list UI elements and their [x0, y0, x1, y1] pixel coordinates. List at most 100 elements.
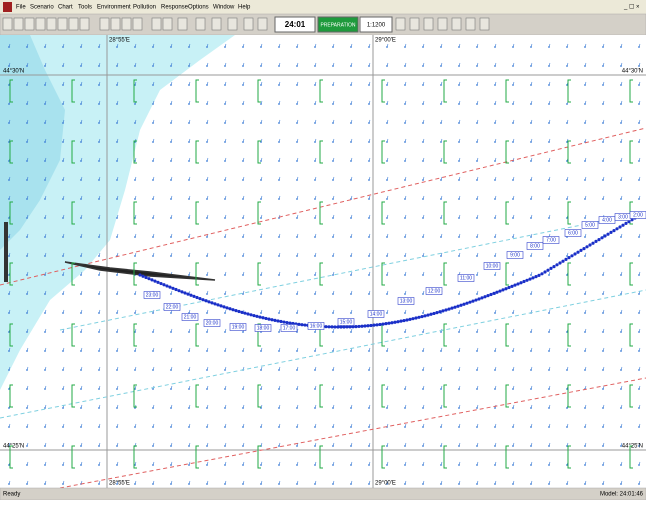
tool-button[interactable] — [24, 17, 35, 31]
current-vector — [133, 323, 137, 347]
tool-button[interactable] — [46, 17, 57, 31]
track-point — [489, 292, 493, 297]
track-point — [297, 322, 301, 326]
track-point — [213, 302, 217, 306]
tool-button[interactable] — [132, 17, 143, 31]
scale: 1:1200 — [367, 23, 386, 29]
tool-button[interactable] — [79, 17, 90, 31]
current-vector — [257, 323, 261, 347]
track-point — [465, 301, 469, 305]
tool-button[interactable] — [35, 17, 46, 31]
track-point — [447, 307, 451, 311]
tool-button[interactable] — [479, 17, 490, 31]
current-vector — [505, 79, 509, 103]
track-label: 14:00 — [370, 311, 383, 317]
route-line — [59, 377, 646, 489]
menu-item[interactable]: Options — [188, 5, 209, 11]
tool-button[interactable] — [409, 17, 420, 31]
track-point — [624, 221, 628, 225]
lon-label: 29°00'E — [375, 38, 396, 44]
tool-button[interactable] — [121, 17, 132, 31]
track-label: 7:00 — [546, 237, 556, 243]
current-vector — [195, 384, 199, 408]
track-point — [276, 319, 280, 323]
tool-button[interactable] — [177, 17, 188, 31]
menu-item[interactable]: Window — [213, 5, 235, 11]
tool-button[interactable] — [195, 17, 206, 31]
route-line — [0, 127, 646, 286]
tool-button[interactable] — [437, 17, 448, 31]
tool-button[interactable] — [395, 17, 406, 31]
tool-button[interactable] — [451, 17, 462, 31]
track-point — [564, 257, 568, 261]
menu-item[interactable]: Help — [238, 5, 251, 11]
track-label-box — [425, 287, 443, 295]
track-point — [342, 325, 346, 329]
mode[interactable]: PREPARATION — [320, 22, 355, 28]
tool-button[interactable] — [13, 17, 24, 31]
current-vector — [9, 201, 13, 225]
menu-item[interactable]: Chart — [58, 5, 73, 11]
tool-button[interactable] — [465, 17, 476, 31]
current-vector — [505, 140, 509, 164]
track-point — [573, 252, 577, 256]
map[interactable]: 23:00 22:00 21:00 20:00 19:00 18:00 17:00 16:00… — [0, 35, 646, 489]
tool-button[interactable] — [211, 17, 222, 31]
app-icon — [3, 2, 12, 12]
tool-button[interactable] — [243, 17, 254, 31]
current-vector — [133, 445, 137, 469]
track-point — [225, 306, 229, 310]
track-point — [546, 268, 550, 272]
track-point — [576, 250, 580, 254]
track-point — [264, 316, 268, 321]
track-point — [594, 239, 598, 243]
menu-item[interactable]: Scenario — [30, 5, 54, 11]
menu-item[interactable]: File — [16, 5, 26, 11]
tool-button[interactable] — [110, 17, 121, 31]
track-point — [435, 311, 439, 315]
track-point — [234, 308, 238, 313]
menu-item[interactable]: Response — [161, 5, 189, 11]
track-point — [243, 311, 247, 315]
current-vector — [443, 201, 447, 225]
current-vector — [257, 140, 261, 164]
current-vector — [319, 79, 323, 103]
track-point — [495, 290, 499, 294]
track-point — [501, 288, 505, 292]
current-vector — [195, 79, 199, 103]
track-point — [615, 227, 619, 231]
tool-button[interactable] — [68, 17, 79, 31]
track-point — [345, 325, 349, 329]
track-point — [549, 266, 553, 270]
track-point — [327, 325, 331, 329]
track-label-box — [229, 323, 247, 331]
track-label: 11:00 — [460, 275, 472, 281]
scale-box — [359, 16, 393, 33]
tool-button[interactable] — [257, 17, 268, 31]
track-label: 15:00 — [340, 319, 353, 325]
track-point — [252, 313, 256, 318]
tool-button[interactable] — [151, 17, 162, 31]
menu-item[interactable]: Tools — [78, 5, 92, 11]
current-vector — [9, 79, 13, 103]
track-point — [612, 229, 616, 233]
tool-button[interactable] — [99, 17, 110, 31]
current-vector — [71, 262, 75, 286]
track-point — [141, 274, 145, 278]
coast-structure — [4, 222, 8, 282]
mode-box[interactable] — [317, 16, 359, 33]
tool-button[interactable] — [162, 17, 173, 31]
current-vector — [195, 445, 199, 469]
tool-button[interactable] — [57, 17, 68, 31]
menu-item[interactable]: Environment — [97, 5, 131, 11]
track-label: 17:00 — [283, 325, 296, 331]
tool-button[interactable] — [423, 17, 434, 31]
tool-button[interactable] — [227, 17, 238, 31]
menu-item[interactable]: Pollution — [133, 5, 156, 11]
tool-button[interactable] — [2, 17, 13, 31]
track-point — [192, 294, 196, 298]
track-point — [288, 321, 292, 325]
current-vector — [257, 445, 261, 469]
depth-contour — [0, 289, 646, 419]
window-controls[interactable]: _ ☐ × — [623, 4, 640, 11]
